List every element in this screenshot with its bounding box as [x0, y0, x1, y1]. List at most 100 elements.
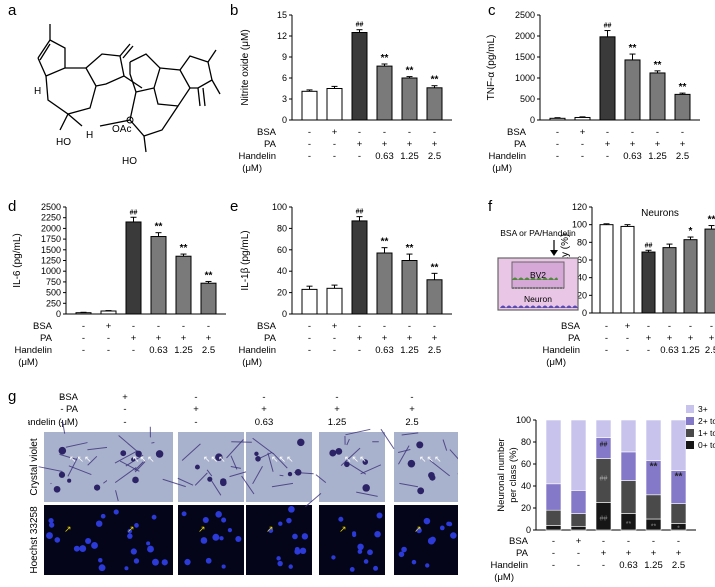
- cell-body: [94, 484, 100, 490]
- pa-row-label: PA: [568, 333, 581, 344]
- stacked-segment: [571, 527, 586, 530]
- handelin-value: 2.5: [672, 560, 685, 571]
- nucleus: [367, 549, 373, 555]
- significance-mark: ##: [130, 209, 138, 216]
- pa-sign: +: [382, 333, 388, 344]
- nucleus: [377, 512, 383, 518]
- cell-body: [297, 439, 304, 446]
- handelin-unit-label: (μM): [492, 163, 512, 174]
- bar: [600, 37, 615, 120]
- nucleus: [99, 564, 106, 571]
- bsa-sign: -: [605, 321, 608, 332]
- nucleus: [440, 526, 445, 531]
- handelin-value: 1.25: [400, 151, 419, 162]
- y-tick-label: 0: [282, 115, 287, 125]
- significance-mark: **: [381, 237, 389, 248]
- nucleus: [374, 531, 380, 537]
- cell-body: [120, 450, 126, 456]
- pa-row-label: PA: [40, 333, 53, 344]
- handelin-value: 0.63: [149, 345, 168, 356]
- significance-mark: **: [431, 75, 439, 86]
- cell-body: [220, 480, 227, 487]
- bar: [327, 89, 342, 121]
- y-tick-label: 0: [282, 309, 287, 319]
- y-tick-label: 2000: [515, 31, 535, 41]
- arrow-marker: ↗: [127, 524, 135, 534]
- pa-sign: -: [308, 139, 311, 150]
- y-tick-label: 12: [277, 31, 287, 41]
- arrow-marker: ↗: [198, 524, 206, 534]
- handelin-value: 2.5: [428, 345, 441, 356]
- nucleus: [235, 536, 241, 542]
- bsa-sign: +: [576, 536, 582, 547]
- bsa-sign: +: [625, 321, 631, 332]
- header-cell: -: [335, 392, 338, 403]
- cell-body: [132, 477, 139, 484]
- nucleus: [401, 547, 407, 553]
- handelin-value: 2.5: [705, 345, 715, 356]
- handelin-value: 2.5: [676, 151, 689, 162]
- stacked-segment: [571, 514, 586, 527]
- nucleus: [96, 520, 102, 526]
- nucleus: [184, 559, 190, 565]
- pa-sign: +: [407, 333, 413, 344]
- significance-mark: **: [406, 243, 414, 254]
- y-tick-label: 500: [46, 288, 61, 298]
- y-tick-label: 1000: [515, 73, 535, 83]
- handelin-value: 1.25: [681, 345, 700, 356]
- micrograph-panel: BSA-+----PA--++++Handelin (μM)---0.631.2…: [28, 392, 458, 582]
- bsa-sign: -: [627, 536, 630, 547]
- handelin-structure: HO OAc HO H H: [20, 10, 225, 190]
- crystal-violet-image: [394, 432, 458, 502]
- handelin-value: 1.25: [174, 345, 193, 356]
- handelin-value: -: [602, 560, 605, 571]
- panel-letter-a: a: [8, 2, 16, 19]
- nucleus: [428, 537, 435, 544]
- cell-body: [329, 450, 336, 457]
- hoechst-image: [44, 505, 110, 575]
- header-cell: 0.63: [255, 417, 274, 428]
- header-cell: -: [60, 392, 63, 403]
- nucleus: [292, 534, 298, 540]
- cell-body: [429, 475, 435, 481]
- pa-sign: -: [552, 548, 555, 559]
- y-tick-label: 0: [530, 115, 535, 125]
- y-tick-label: 2000: [41, 223, 61, 233]
- bsa-sign: -: [308, 127, 311, 138]
- significance-mark: ##: [604, 23, 612, 30]
- y-axis-label: TNF-α (pg/mL): [486, 35, 497, 101]
- y-tick-label: 120: [572, 202, 587, 212]
- bsa-sign: -: [602, 536, 605, 547]
- bar: [621, 226, 634, 313]
- header-cell: +: [193, 404, 199, 415]
- bar: [176, 256, 191, 314]
- significance-mark: **: [406, 66, 414, 77]
- handelin-value: 1.25: [400, 345, 419, 356]
- pa-sign: -: [577, 548, 580, 559]
- nucleus: [331, 555, 335, 559]
- handelin-row-label: Handelin: [15, 345, 53, 356]
- nucleus: [412, 560, 417, 565]
- legend-label: 2+ to 3: [698, 416, 715, 426]
- pa-sign: +: [680, 139, 686, 150]
- bar: [402, 261, 417, 315]
- pa-sign: -: [333, 333, 336, 344]
- stacked-segment: [546, 420, 561, 484]
- y-tick-label: 80: [277, 223, 287, 233]
- nucleus: [85, 538, 91, 544]
- nucleus: [228, 528, 232, 532]
- cell-body: [207, 477, 212, 482]
- y-tick-label: 60: [277, 245, 287, 255]
- nucleus: [212, 534, 219, 541]
- nucleus: [300, 548, 306, 554]
- stacked-segment: [571, 490, 586, 513]
- nucleus: [98, 558, 102, 562]
- handelin-value: -: [605, 345, 608, 356]
- handelin-value: -: [626, 345, 629, 356]
- nucleus: [91, 542, 98, 549]
- nucleus: [286, 518, 291, 523]
